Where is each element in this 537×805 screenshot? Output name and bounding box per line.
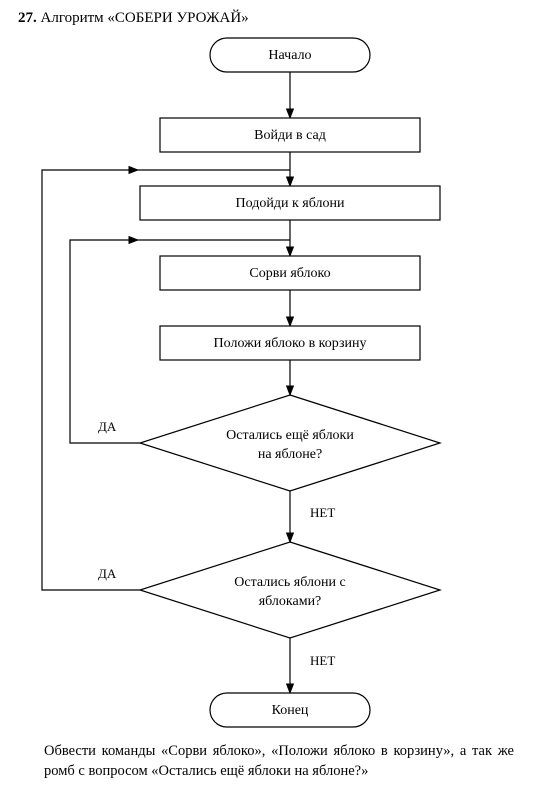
node-approach-label: Подойди к яблони [236,196,345,211]
node-pick-label: Сорви яблоко [249,266,330,281]
edge-d2-yes [42,170,140,590]
node-start: Начало [210,38,370,72]
edge-label-d2-yes: ДА [98,566,117,581]
node-d1-label1: Остались ещё яблоки [226,428,354,443]
edge-label-d1-yes: ДА [98,419,117,434]
edge-label-d2-end: НЕТ [310,653,335,668]
node-d2-label1: Остались яблони с [234,575,345,590]
node-put: Положи яблоко в корзину [160,326,420,360]
node-d2-label2: яблоками? [259,594,322,609]
edge-label-d1-d2: НЕТ [310,505,335,520]
node-end-label: Конец [272,703,309,718]
edge-d1-yes [70,240,140,443]
node-d1: Остались ещё яблоки на яблоне? [140,395,440,491]
flowchart-svg: НЕТ НЕТ ДА ДА Начало Войди в сад Подойди к ябл… [0,0,537,740]
node-approach: Подойди к яблони [140,186,440,220]
node-end: Конец [210,693,370,727]
node-pick: Сорви яблоко [160,256,420,290]
node-enter: Войди в сад [160,118,420,152]
footer-instruction: Обвести команды «Сорви яблоко», «Положи … [44,742,514,781]
node-d1-label2: на яблоне? [258,447,322,462]
node-put-label: Положи яблоко в корзину [214,336,367,351]
node-enter-label: Войди в сад [254,128,326,143]
node-d2: Остались яблони с яблоками? [140,542,440,638]
node-start-label: Начало [268,48,311,63]
